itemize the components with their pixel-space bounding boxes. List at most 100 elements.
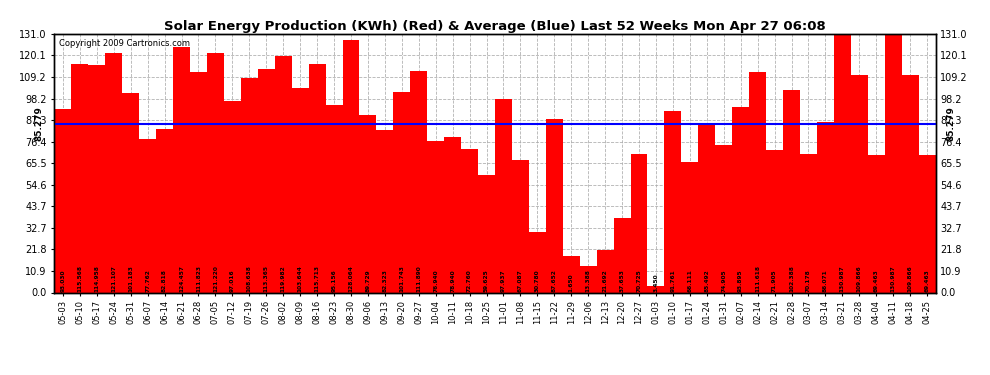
- Bar: [326, 105, 343, 292]
- Bar: [664, 111, 681, 292]
- Text: 82.323: 82.323: [382, 268, 387, 291]
- Bar: [614, 218, 631, 292]
- Bar: [257, 69, 275, 292]
- Text: 78.940: 78.940: [450, 269, 455, 291]
- Bar: [173, 46, 190, 292]
- Text: 70.725: 70.725: [637, 269, 642, 291]
- Bar: [105, 53, 122, 292]
- Bar: [445, 136, 461, 292]
- Text: 71.905: 71.905: [772, 269, 777, 291]
- Text: 97.016: 97.016: [230, 269, 235, 291]
- Bar: [698, 124, 715, 292]
- Bar: [783, 90, 800, 292]
- Text: 130.987: 130.987: [840, 265, 844, 291]
- Text: 111.618: 111.618: [755, 264, 760, 291]
- Bar: [54, 109, 71, 292]
- Text: 114.958: 114.958: [94, 265, 99, 291]
- Text: 67.087: 67.087: [518, 269, 523, 291]
- Bar: [156, 129, 173, 292]
- Title: Solar Energy Production (KWh) (Red) & Average (Blue) Last 52 Weeks Mon Apr 27 06: Solar Energy Production (KWh) (Red) & Av…: [164, 20, 826, 33]
- Bar: [461, 149, 478, 292]
- Text: 69.463: 69.463: [925, 269, 930, 291]
- Bar: [580, 266, 597, 292]
- Text: 66.111: 66.111: [687, 268, 692, 291]
- Text: 128.064: 128.064: [348, 265, 353, 291]
- Bar: [597, 250, 614, 292]
- Bar: [71, 64, 88, 292]
- Bar: [562, 256, 580, 292]
- Text: 85.279: 85.279: [35, 106, 44, 141]
- Bar: [545, 119, 562, 292]
- Text: Copyright 2009 Cartronics.com: Copyright 2009 Cartronics.com: [58, 39, 190, 48]
- Text: 111.823: 111.823: [196, 264, 201, 291]
- Text: 82.818: 82.818: [162, 268, 167, 291]
- Bar: [309, 64, 326, 292]
- Text: 124.457: 124.457: [179, 264, 184, 291]
- Text: 85.279: 85.279: [946, 106, 955, 141]
- Bar: [817, 123, 834, 292]
- Text: 21.692: 21.692: [603, 269, 608, 291]
- Bar: [274, 56, 292, 292]
- Text: 89.729: 89.729: [365, 269, 370, 291]
- Text: 69.463: 69.463: [874, 269, 879, 291]
- Text: 101.183: 101.183: [128, 265, 134, 291]
- Bar: [631, 154, 647, 292]
- Bar: [766, 150, 783, 292]
- Bar: [495, 99, 512, 292]
- Bar: [868, 155, 885, 292]
- Bar: [410, 72, 428, 292]
- Bar: [647, 286, 664, 292]
- Text: 97.937: 97.937: [501, 269, 506, 291]
- Bar: [800, 154, 817, 292]
- Text: 30.780: 30.780: [535, 269, 540, 291]
- Text: 101.743: 101.743: [399, 265, 404, 291]
- Bar: [343, 39, 359, 292]
- Text: 86.071: 86.071: [823, 269, 828, 291]
- Text: 74.905: 74.905: [722, 269, 727, 291]
- Bar: [122, 93, 140, 292]
- Text: 59.625: 59.625: [484, 269, 489, 291]
- Bar: [733, 107, 749, 292]
- Text: 37.653: 37.653: [620, 268, 625, 291]
- Text: 70.178: 70.178: [806, 269, 811, 291]
- Text: 91.761: 91.761: [670, 269, 675, 291]
- Text: 109.866: 109.866: [856, 265, 862, 291]
- Bar: [140, 139, 156, 292]
- Text: 130.987: 130.987: [891, 265, 896, 291]
- Bar: [292, 88, 309, 292]
- Bar: [749, 72, 766, 292]
- Text: 102.388: 102.388: [789, 265, 794, 291]
- Bar: [207, 53, 224, 292]
- Text: 3.450: 3.450: [653, 273, 658, 291]
- Bar: [359, 115, 376, 292]
- Bar: [529, 232, 545, 292]
- Text: 76.940: 76.940: [434, 269, 439, 291]
- Bar: [902, 75, 919, 292]
- Text: 108.638: 108.638: [247, 265, 251, 291]
- Bar: [478, 175, 495, 292]
- Text: 119.982: 119.982: [281, 265, 286, 291]
- Text: 13.388: 13.388: [586, 268, 591, 291]
- Bar: [681, 162, 698, 292]
- Bar: [224, 101, 241, 292]
- Text: 95.156: 95.156: [332, 269, 337, 291]
- Text: 109.866: 109.866: [908, 265, 913, 291]
- Bar: [834, 34, 850, 292]
- Bar: [850, 75, 868, 292]
- Text: 111.890: 111.890: [416, 265, 422, 291]
- Bar: [428, 141, 445, 292]
- Text: 87.652: 87.652: [551, 268, 556, 291]
- Text: 1.650: 1.650: [568, 273, 574, 291]
- Text: 115.568: 115.568: [77, 264, 82, 291]
- Text: 72.760: 72.760: [467, 269, 472, 291]
- Bar: [190, 72, 207, 292]
- Bar: [715, 144, 733, 292]
- Text: 93.030: 93.030: [60, 269, 65, 291]
- Bar: [393, 92, 410, 292]
- Bar: [919, 155, 936, 292]
- Text: 113.365: 113.365: [263, 264, 268, 291]
- Text: 121.220: 121.220: [213, 265, 218, 291]
- Text: 103.644: 103.644: [298, 265, 303, 291]
- Text: 77.762: 77.762: [146, 268, 150, 291]
- Bar: [88, 65, 105, 292]
